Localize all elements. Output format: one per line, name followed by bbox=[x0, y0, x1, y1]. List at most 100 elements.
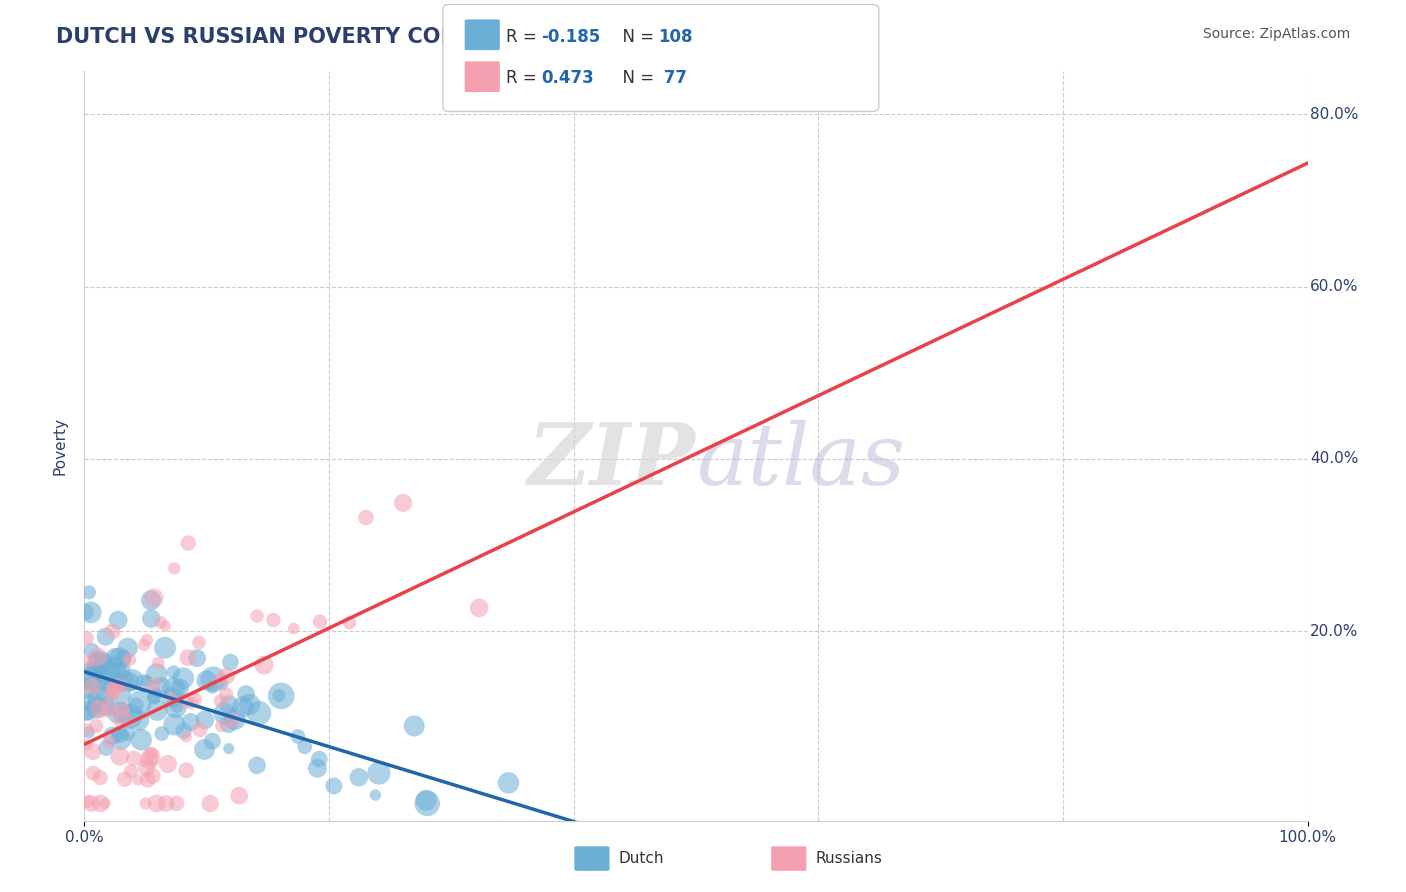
Point bbox=[142, 678, 165, 692]
Point bbox=[172, 671, 194, 685]
Y-axis label: Poverty: Poverty bbox=[52, 417, 67, 475]
Point bbox=[308, 752, 330, 766]
Text: 20.0%: 20.0% bbox=[1310, 624, 1358, 639]
Point bbox=[75, 605, 97, 619]
Point bbox=[201, 681, 224, 695]
Point bbox=[184, 692, 207, 706]
Point bbox=[84, 656, 107, 670]
Point bbox=[262, 613, 284, 627]
Point bbox=[215, 687, 238, 701]
Point bbox=[90, 656, 112, 670]
Point bbox=[76, 677, 98, 691]
Point bbox=[166, 797, 188, 811]
Point bbox=[80, 644, 103, 658]
Point bbox=[180, 696, 202, 710]
Text: 0.473: 0.473 bbox=[541, 70, 595, 87]
Point bbox=[180, 715, 202, 730]
Point bbox=[76, 706, 98, 721]
Text: atlas: atlas bbox=[696, 419, 905, 502]
Point bbox=[87, 659, 110, 673]
Point bbox=[218, 741, 240, 756]
Point bbox=[176, 695, 198, 709]
Point bbox=[202, 673, 225, 687]
Point bbox=[80, 605, 103, 619]
Point bbox=[162, 665, 184, 679]
Point bbox=[84, 719, 107, 733]
Point bbox=[173, 723, 195, 738]
Point bbox=[135, 797, 157, 811]
Point bbox=[87, 702, 110, 716]
Text: Source: ZipAtlas.com: Source: ZipAtlas.com bbox=[1202, 27, 1350, 41]
Point bbox=[100, 688, 122, 702]
Point bbox=[77, 585, 100, 599]
Point bbox=[221, 713, 243, 727]
Point bbox=[97, 735, 120, 749]
Point bbox=[150, 726, 173, 740]
Point bbox=[211, 677, 233, 691]
Point bbox=[163, 561, 186, 575]
Point bbox=[117, 640, 139, 655]
Point bbox=[166, 699, 188, 714]
Point bbox=[76, 723, 98, 737]
Point bbox=[149, 615, 172, 630]
Point bbox=[101, 624, 124, 639]
Point bbox=[107, 613, 129, 627]
Point bbox=[132, 638, 155, 652]
Point bbox=[468, 600, 491, 615]
Point bbox=[201, 734, 224, 748]
Point bbox=[270, 689, 292, 703]
Point bbox=[86, 652, 108, 666]
Point bbox=[108, 651, 131, 665]
Point bbox=[108, 727, 131, 741]
Point bbox=[224, 712, 246, 726]
Point bbox=[188, 723, 211, 737]
Point bbox=[89, 771, 111, 785]
Point bbox=[160, 690, 183, 705]
Point bbox=[111, 673, 134, 687]
Point bbox=[114, 772, 136, 786]
Point bbox=[160, 690, 183, 705]
Point bbox=[145, 797, 167, 811]
Point bbox=[98, 703, 121, 717]
Point bbox=[156, 757, 179, 772]
Point bbox=[77, 725, 100, 739]
Point bbox=[283, 622, 305, 636]
Point bbox=[94, 630, 117, 644]
Text: 60.0%: 60.0% bbox=[1310, 279, 1358, 294]
Point bbox=[76, 794, 98, 808]
Point bbox=[163, 717, 186, 731]
Point bbox=[176, 764, 198, 778]
Point bbox=[135, 633, 157, 648]
Point bbox=[142, 769, 165, 783]
Point bbox=[86, 649, 108, 664]
Point bbox=[135, 674, 157, 689]
Point bbox=[111, 712, 134, 726]
Point bbox=[105, 659, 128, 673]
Point bbox=[392, 496, 415, 510]
Point bbox=[153, 640, 176, 655]
Point bbox=[122, 751, 145, 765]
Text: 77: 77 bbox=[658, 70, 688, 87]
Point bbox=[104, 650, 127, 665]
Point bbox=[86, 663, 108, 677]
Point bbox=[214, 706, 236, 721]
Point bbox=[101, 729, 124, 743]
Point bbox=[177, 536, 200, 550]
Point bbox=[110, 687, 132, 701]
Point bbox=[77, 655, 100, 669]
Point bbox=[322, 779, 344, 793]
Point bbox=[209, 694, 232, 708]
Text: 108: 108 bbox=[658, 29, 693, 46]
Point bbox=[75, 683, 97, 698]
Point bbox=[128, 713, 150, 727]
Point bbox=[215, 669, 238, 683]
Point bbox=[118, 652, 141, 666]
Text: DUTCH VS RUSSIAN POVERTY CORRELATION CHART: DUTCH VS RUSSIAN POVERTY CORRELATION CHA… bbox=[56, 27, 657, 46]
Point bbox=[107, 678, 129, 692]
Point bbox=[176, 730, 198, 744]
Point bbox=[368, 766, 391, 780]
Text: R =: R = bbox=[506, 29, 543, 46]
Point bbox=[354, 510, 377, 524]
Point bbox=[127, 772, 149, 787]
Point bbox=[165, 700, 187, 714]
